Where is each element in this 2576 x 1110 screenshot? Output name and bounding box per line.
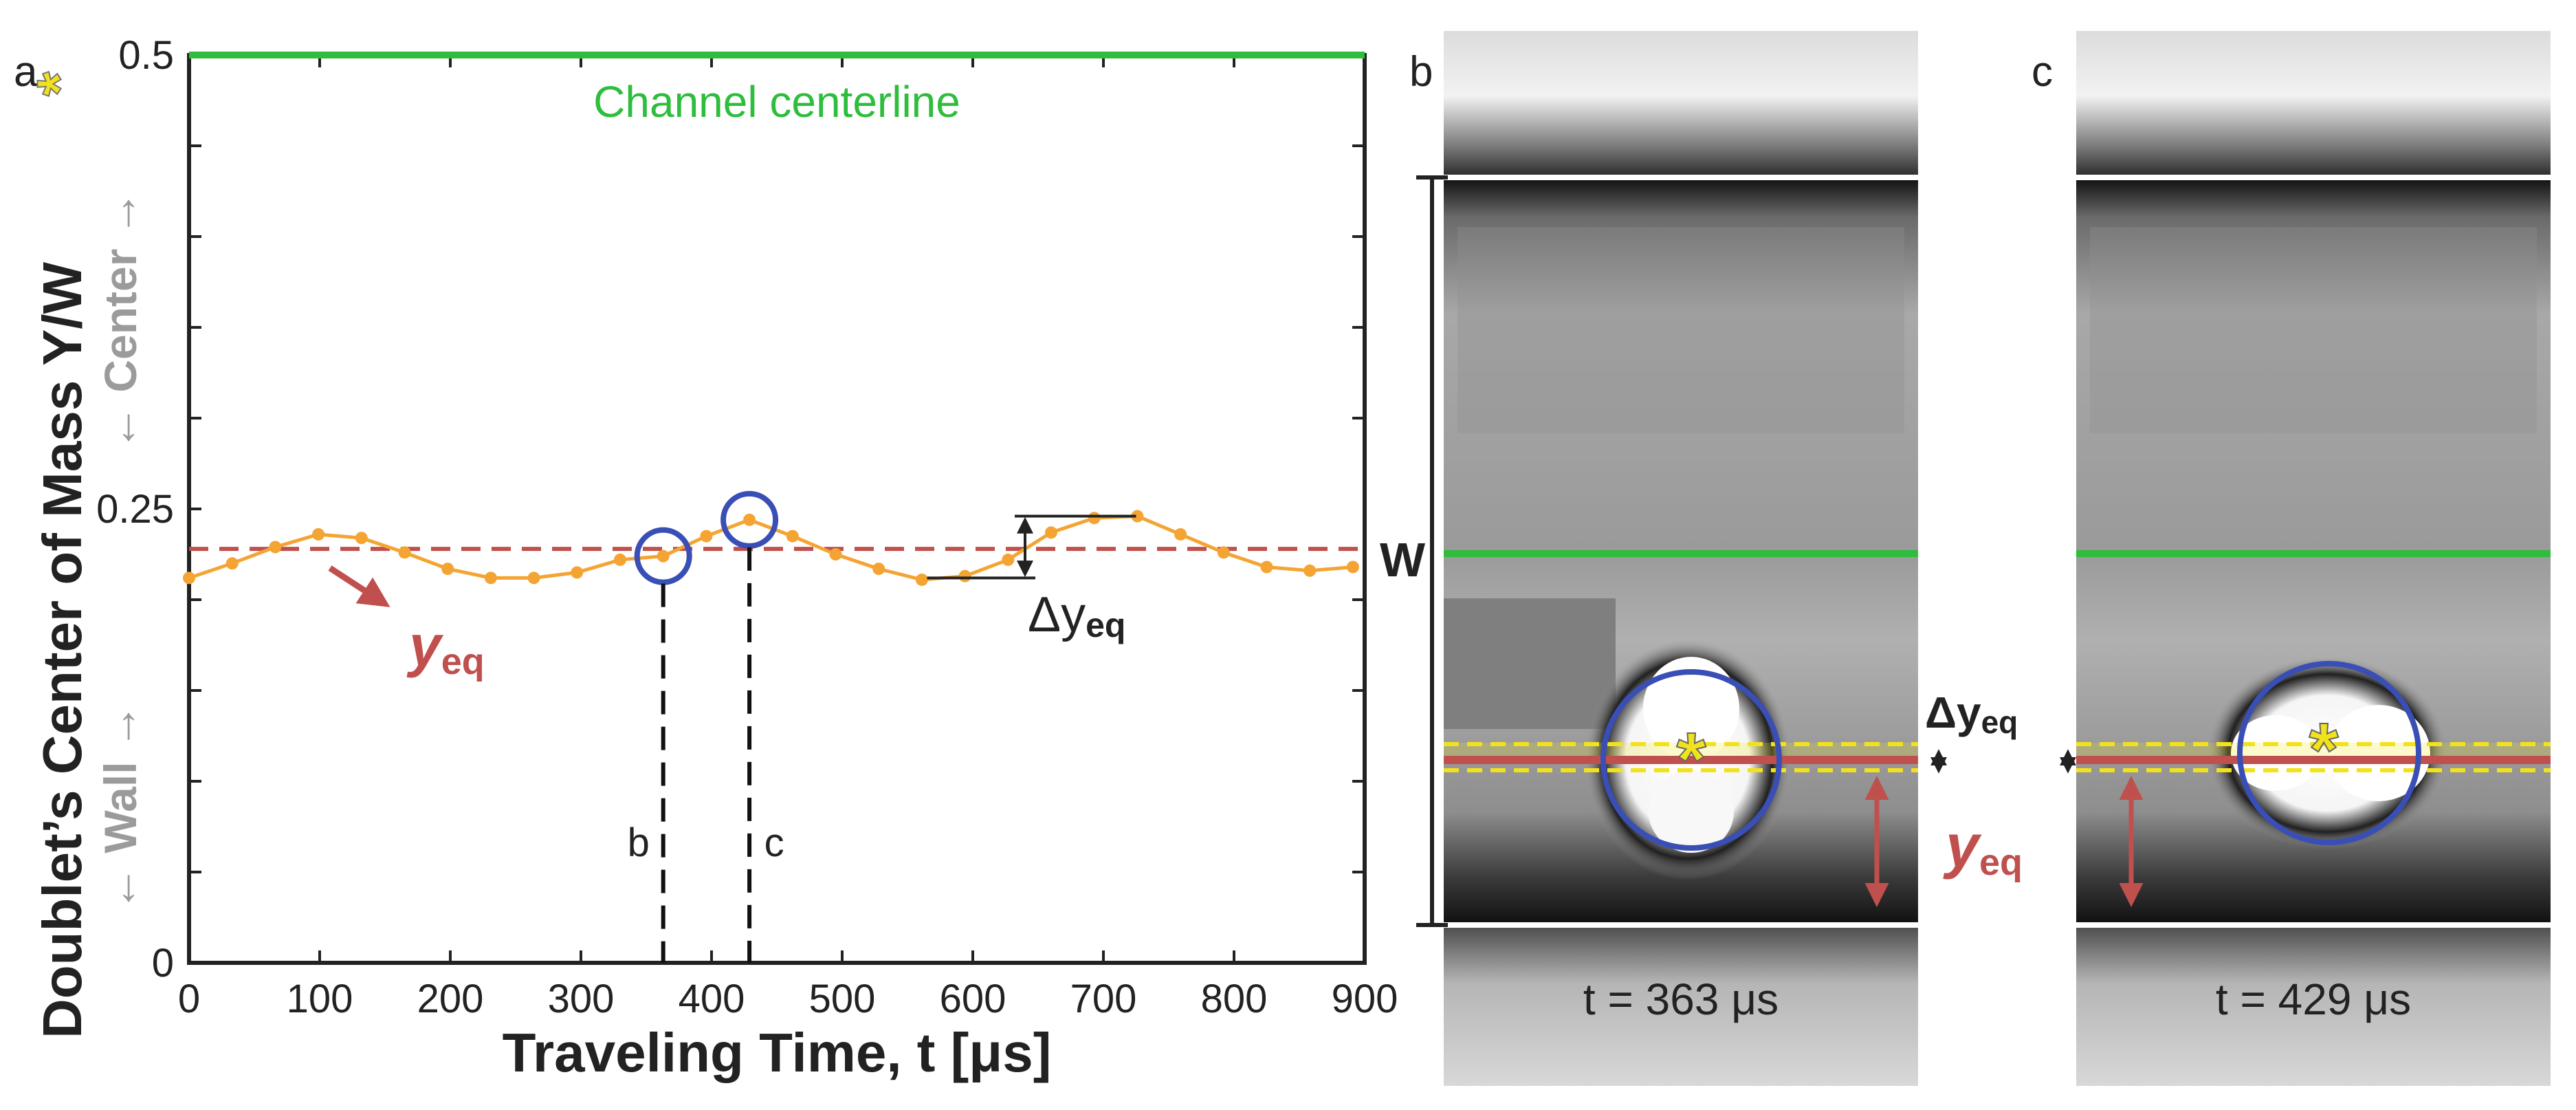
data-point-4 xyxy=(355,532,368,545)
y-tick-label-1: 0.25 xyxy=(96,487,174,532)
data-point-8 xyxy=(527,572,540,585)
image-panel-b: b * W t = 363 μs xyxy=(1380,31,1918,1086)
data-point-5 xyxy=(398,546,411,559)
y-tick-group: 0 0.25 0.5 xyxy=(96,33,1365,986)
data-point-20 xyxy=(1045,526,1057,539)
data-point-6 xyxy=(441,563,454,576)
data-point-15 xyxy=(829,548,842,561)
image-yeq-label: yeq xyxy=(1943,812,2023,883)
panel-label-b: b xyxy=(1409,48,1433,96)
image-b-texture xyxy=(1457,227,1904,433)
x-tick-label-0: 0 xyxy=(178,977,200,1021)
x-tick-label-2: 200 xyxy=(417,977,484,1021)
width-label: W xyxy=(1380,533,1425,587)
data-point-24 xyxy=(1217,546,1230,559)
image-c-top-band xyxy=(2076,31,2551,175)
data-point-1 xyxy=(225,557,239,570)
yeq-arrow xyxy=(328,565,390,607)
image-c-texture xyxy=(2090,227,2537,433)
x-tick-label-5: 500 xyxy=(809,977,876,1021)
y-tick-label-0: 0 xyxy=(152,941,174,986)
yeq-label: yeq xyxy=(406,613,485,682)
data-point-25 xyxy=(1260,561,1273,574)
x-tick-group: 0 100 200 300 400 500 600 700 800 900 xyxy=(178,55,1398,1021)
image-b-patch xyxy=(1444,598,1616,729)
image-delta-label-sub: eq xyxy=(1981,704,2018,740)
data-point-13 xyxy=(743,513,756,526)
delta-label-sub: eq xyxy=(1086,606,1125,644)
image-b-com-star: * xyxy=(1677,717,1706,802)
image-yeq-label-main: y xyxy=(1943,812,1982,880)
image-b-caption: t = 363 μs xyxy=(1583,975,1779,1024)
image-b-particle-top xyxy=(1643,657,1739,760)
image-b-particle-bottom xyxy=(1649,770,1734,853)
delta-bracket xyxy=(927,514,1136,580)
image-delta-label-main: Δy xyxy=(1925,688,1981,737)
marker-circle-c xyxy=(720,490,779,549)
data-point-23 xyxy=(1174,527,1187,541)
image-c-com-star: * xyxy=(2309,708,2339,792)
wall-label: ← Wall → xyxy=(95,704,146,911)
image-b-bottom-band xyxy=(1444,928,1918,1086)
x-tick-label-9: 900 xyxy=(1332,977,1398,1021)
data-point-26 xyxy=(1303,564,1317,577)
delta-label: Δyeq xyxy=(1028,587,1125,644)
image-delta-label: Δyeq xyxy=(1925,688,2018,740)
x-tick-label-1: 100 xyxy=(287,977,353,1021)
panel-label-c: c xyxy=(2032,48,2053,96)
y-axis-title: Doublet’s Center of Mass Y/W xyxy=(32,261,93,1038)
data-point-3 xyxy=(312,527,325,541)
image-c-fit-circle xyxy=(2237,661,2421,845)
x-tick-label-7: 700 xyxy=(1070,977,1137,1021)
data-point-18 xyxy=(958,569,971,583)
data-point-10 xyxy=(614,553,626,566)
marker-circle-b xyxy=(634,527,692,585)
data-point-19 xyxy=(1002,553,1015,566)
data-point-16 xyxy=(872,563,885,576)
image-b-fit-circle xyxy=(1600,669,1782,851)
image-c-caption: t = 429 μs xyxy=(2216,975,2411,1024)
centerline-label: Channel centerline xyxy=(593,77,960,127)
data-point-14 xyxy=(786,530,799,543)
data-point-21 xyxy=(1088,512,1101,525)
marker-label-b: b xyxy=(628,820,650,865)
series-group xyxy=(183,510,1359,586)
series-line-0 xyxy=(188,514,1354,582)
image-panel-c: c * t = 429 μs xyxy=(2032,31,2551,1086)
x-tick-label-8: 800 xyxy=(1201,977,1268,1021)
x-tick-label-3: 300 xyxy=(548,977,615,1021)
yeq-label-main: y xyxy=(406,613,444,678)
image-yeq-label-sub: eq xyxy=(1979,842,2023,883)
marker-label-c: c xyxy=(764,820,784,865)
x-tick-label-6: 600 xyxy=(940,977,1006,1021)
x-axis-title: Traveling Time, t [μs] xyxy=(503,1022,1052,1083)
data-point-11 xyxy=(657,549,670,563)
panel-label-a: a xyxy=(14,48,38,96)
data-point-7 xyxy=(484,572,497,585)
data-point-17 xyxy=(915,573,928,586)
data-point-9 xyxy=(571,566,584,579)
data-point-22 xyxy=(1131,510,1144,523)
center-label: ← Center → xyxy=(95,191,146,450)
y-tick-label-2: 0.5 xyxy=(118,33,174,78)
image-c-bottom-band xyxy=(2076,928,2551,1086)
yeq-label-sub: eq xyxy=(441,641,485,682)
data-point-12 xyxy=(700,530,713,543)
image-c-particle-right xyxy=(2327,705,2430,801)
image-b-top-band xyxy=(1444,31,1918,175)
data-point-27 xyxy=(1346,561,1359,574)
chart-panel: a Doublet’s Center of Mass Y/W * ← Wall … xyxy=(14,33,1398,1083)
x-tick-label-4: 400 xyxy=(679,977,745,1021)
data-point-2 xyxy=(269,541,282,554)
delta-label-main: Δy xyxy=(1028,587,1086,642)
data-point-0 xyxy=(183,572,195,585)
y-axis-title-marker: * xyxy=(25,72,95,96)
